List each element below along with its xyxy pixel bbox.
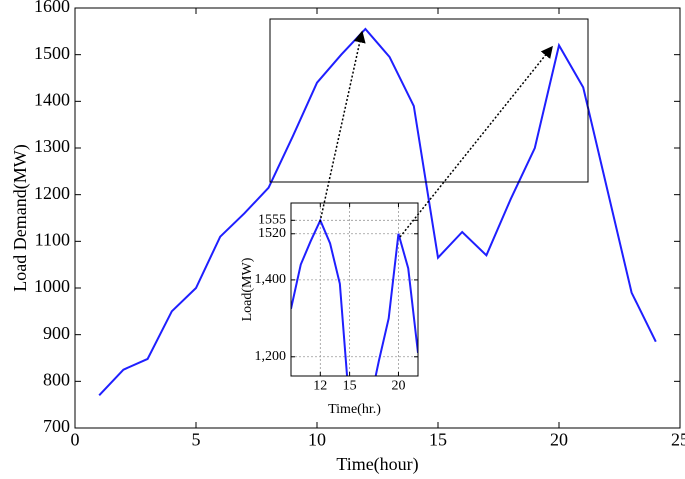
- plot-frame: [74, 7, 681, 429]
- inset-background: [291, 203, 418, 376]
- zoom-box: [269, 18, 589, 183]
- y-tick-label: 1200: [34, 183, 70, 203]
- data-line: [291, 217, 418, 376]
- plot-frame: [290, 202, 419, 377]
- y-axis-label: Load(MW): [240, 257, 255, 321]
- y-tick-label: 1,400: [255, 272, 287, 287]
- zoom-arrow: [399, 45, 553, 238]
- y-tick-label: 1000: [34, 276, 70, 296]
- x-tick-label: 10: [308, 430, 326, 450]
- x-tick-label: 20: [550, 430, 568, 450]
- y-tick-label: 1,200: [255, 349, 287, 364]
- y-tick-label: 1520: [258, 226, 286, 241]
- data-line: [98, 27, 657, 397]
- zoom-arrow: [319, 30, 366, 223]
- main-plot: 700 800 900 1000 1100 1200 1300 1400 1500 1600 0 5 1…: [10, 0, 685, 475]
- y-tick-label: 1300: [34, 136, 70, 156]
- y-tick-label: 700: [43, 416, 70, 436]
- x-tick-label: 5: [192, 430, 201, 450]
- y-tick-label: 1555: [258, 213, 286, 228]
- x-tick-label: 15: [343, 379, 357, 394]
- y-tick-label: 1100: [35, 229, 70, 249]
- x-tick-label: 25: [671, 430, 685, 450]
- x-tick-label: 20: [391, 379, 405, 394]
- x-tick-label: 15: [429, 430, 447, 450]
- x-axis-label: Time(hr.): [328, 402, 381, 417]
- y-axis-label: Load Demand(MW): [10, 144, 31, 291]
- x-axis-label: Time(hour): [336, 454, 418, 475]
- x-tick-label: 0: [71, 430, 80, 450]
- y-tick-label: 1500: [34, 43, 70, 63]
- x-tick-label: 12: [313, 379, 327, 394]
- y-tick-label: 900: [43, 323, 70, 343]
- y-tick-label: 800: [43, 369, 70, 389]
- y-tick-label: 1600: [34, 0, 70, 16]
- y-tick-label: 1400: [34, 89, 70, 109]
